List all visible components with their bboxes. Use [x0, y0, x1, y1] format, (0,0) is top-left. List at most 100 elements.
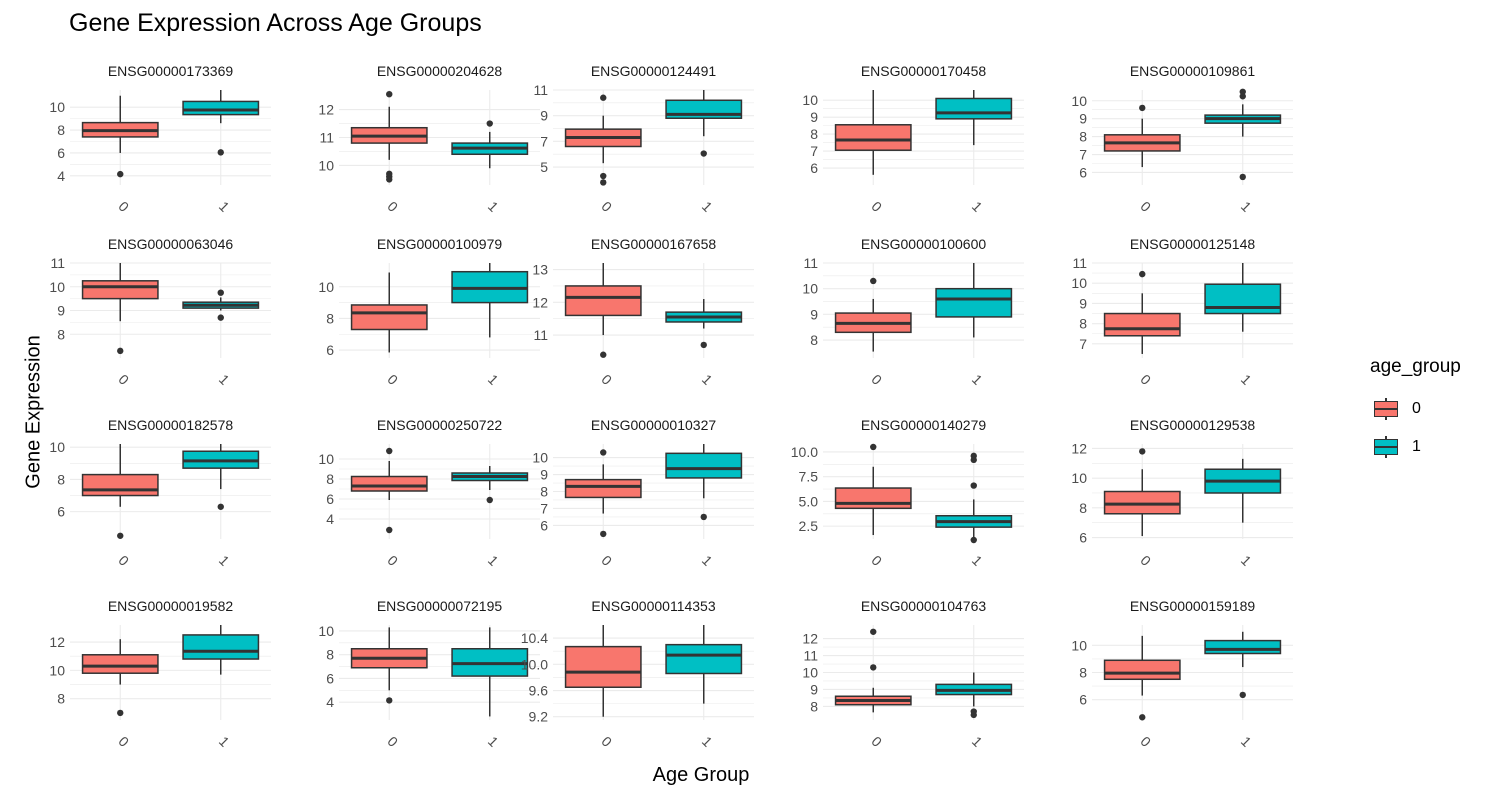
- y-tick-label: 11: [803, 648, 818, 664]
- box-iqr: [182, 100, 260, 116]
- facet-strip-label: ENSG00000170458: [861, 63, 987, 79]
- outlier-point: [1139, 270, 1146, 278]
- y-tick-label: 10.4: [521, 630, 548, 646]
- outlier-point: [870, 628, 877, 635]
- y-tick-label: 6: [326, 670, 334, 686]
- facet-panel-16: 4 6 8 10 ENSG00000072195 0 1: [318, 598, 540, 750]
- box-group-1: [182, 444, 260, 510]
- outlier-point: [386, 697, 393, 704]
- box-group-1: [182, 625, 260, 675]
- outlier-point: [217, 314, 224, 321]
- x-tick-label: 1: [1238, 552, 1255, 569]
- box-group-0: [350, 447, 428, 534]
- y-tick-label: 8: [1079, 665, 1087, 681]
- facet-strip-label: ENSG00000114353: [591, 598, 715, 614]
- outlier-point: [700, 513, 707, 521]
- x-tick-label: 0: [1137, 552, 1154, 569]
- legend-key-1: [1370, 436, 1404, 458]
- y-tick-label: 10: [49, 662, 65, 678]
- facet-strip-label: ENSG00000173369: [108, 63, 234, 79]
- y-tick-label: 10: [1071, 470, 1087, 486]
- y-tick-label: 7: [1079, 336, 1087, 352]
- x-tick-label: 0: [598, 198, 615, 215]
- x-tick-label: 1: [969, 198, 986, 215]
- y-tick-label: 7: [1079, 147, 1087, 163]
- facet-panel-5: 8 9 10 11 ENSG00000063046 0 1: [49, 236, 271, 388]
- box-group-1: [935, 263, 1013, 338]
- y-tick-label: 6: [326, 342, 334, 358]
- box-iqr: [182, 634, 260, 660]
- y-tick-label: 10: [318, 157, 334, 173]
- outlier-point: [600, 172, 607, 180]
- outlier-point: [600, 530, 607, 538]
- box-group-1: [935, 90, 1013, 146]
- box-iqr: [834, 487, 912, 510]
- y-tick-label: 10: [1071, 93, 1087, 109]
- y-tick-label: 4: [57, 168, 65, 184]
- y-tick-label: 12: [1071, 440, 1087, 456]
- facet-strip-label: ENSG00000159189: [1130, 598, 1256, 614]
- box-group-1: [1204, 88, 1282, 181]
- facet-strip-label: ENSG00000063046: [108, 236, 234, 252]
- facet-strip-label: ENSG00000100979: [377, 236, 503, 252]
- outlier-point: [1139, 448, 1146, 455]
- x-tick-label: 0: [1137, 198, 1154, 215]
- y-tick-label: 10: [802, 665, 818, 681]
- y-tick-label: 8: [57, 471, 65, 487]
- y-tick-label: 6: [57, 504, 65, 520]
- box-group-1: [451, 120, 529, 169]
- facet-panel-8: 8 9 10 11 ENSG00000100600 0 1: [802, 236, 1024, 388]
- box-group-0: [834, 443, 912, 536]
- x-tick-label: 0: [115, 552, 132, 569]
- y-tick-label: 9: [540, 108, 548, 124]
- outlier-point: [870, 664, 877, 671]
- y-tick-label: 7: [540, 133, 548, 149]
- y-axis-label: Gene Expression: [22, 335, 45, 489]
- facet-panel-4: 67 8 9 10 ENSG00000109861 0 1: [1071, 63, 1293, 215]
- facet-strip-label: ENSG00000182578: [108, 417, 234, 433]
- facet-panel-15: 8 10 12 ENSG00000019582 0 1: [49, 598, 271, 750]
- y-tick-label: 6: [57, 145, 65, 161]
- outlier-point: [486, 496, 493, 504]
- y-tick-label: 13: [532, 262, 548, 278]
- box-group-1: [935, 672, 1013, 719]
- legend-item-1: 1: [1370, 428, 1461, 466]
- box-group-0: [564, 625, 642, 717]
- outlier-point: [117, 347, 124, 355]
- y-tick-label: 11: [50, 255, 65, 271]
- y-tick-label: 8: [810, 332, 818, 348]
- x-tick-label: 1: [969, 733, 986, 750]
- x-tick-label: 0: [598, 733, 615, 750]
- y-tick-label: 10: [532, 450, 548, 466]
- y-tick-label: 11: [319, 130, 334, 146]
- y-tick-label: 10: [802, 92, 818, 108]
- box-group-1: [665, 444, 743, 521]
- box-group-0: [81, 444, 159, 539]
- outlier-point: [600, 351, 607, 358]
- outlier-point: [600, 449, 607, 456]
- facet-panel-0: 4 6 8 10 ENSG00000173369 0 1: [49, 63, 271, 215]
- y-tick-label: 12: [532, 294, 548, 310]
- outlier-point: [486, 120, 493, 127]
- facet-panel-19: 6 8 10 ENSG00000159189 0 1: [1071, 598, 1293, 750]
- box-group-1: [665, 90, 743, 157]
- facet-strip-label: ENSG00000124491: [591, 63, 717, 79]
- box-group-0: [350, 90, 428, 183]
- x-tick-label: 0: [384, 552, 401, 569]
- y-tick-label: 10: [318, 623, 334, 639]
- y-tick-label: 5: [540, 159, 548, 175]
- y-tick-label: 9.2: [529, 709, 549, 725]
- outlier-point: [970, 456, 977, 464]
- y-tick-label: 11: [533, 327, 548, 343]
- facet-panel-7: 11 12 13 ENSG00000167658 0 1: [532, 236, 754, 388]
- box-iqr: [564, 478, 642, 499]
- y-tick-label: 8: [1079, 129, 1087, 145]
- box-group-0: [1103, 270, 1181, 354]
- facet-panel-17: 9.2 9.6 10.0 10.4 ENSG00000114353 0 1: [521, 598, 754, 750]
- y-tick-label: 8: [810, 126, 818, 142]
- y-tick-label: 8: [1079, 500, 1087, 516]
- box-iqr: [935, 97, 1013, 120]
- y-tick-label: 8: [326, 471, 334, 487]
- y-tick-label: 6: [1079, 530, 1087, 546]
- outlier-point: [217, 149, 224, 156]
